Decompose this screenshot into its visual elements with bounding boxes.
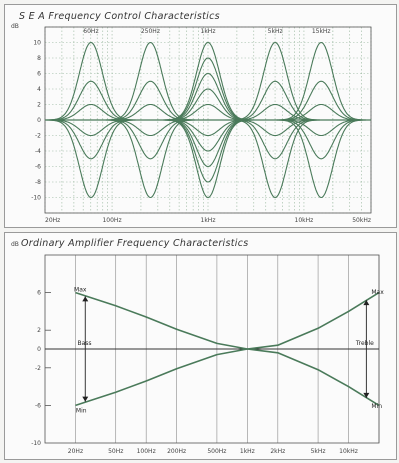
y-tick-label: 8	[37, 55, 41, 62]
y-tick-label: 6	[37, 290, 41, 297]
x-tick-label: 500Hz	[207, 448, 226, 455]
y-tick-label: -8	[35, 179, 41, 186]
y-tick-label: 2	[37, 327, 41, 334]
band-curve-60Hz	[45, 80, 144, 121]
y-tick-label: 4	[37, 86, 41, 93]
band-label: 15kHz	[312, 28, 331, 35]
band-label: 60Hz	[83, 28, 98, 35]
x-tick-label: 100Hz	[137, 448, 156, 455]
band-curve-250Hz	[97, 119, 204, 137]
max-label-left: Max	[74, 286, 87, 293]
x-tick-label: 50kHz	[352, 217, 371, 224]
min-label-right: Min	[371, 403, 382, 410]
x-tick-label: 20Hz	[68, 448, 83, 455]
x-tick-label: 1kHz	[201, 217, 216, 224]
treble-arrow-head-up	[363, 300, 370, 306]
max-label-right: Max	[371, 289, 384, 296]
treble-arrow-head-down	[363, 392, 370, 398]
y-tick-label: -2	[35, 365, 41, 372]
y-tick-label: -6	[35, 402, 41, 409]
y-tick-label: -4	[35, 148, 41, 155]
band-curve-60Hz	[45, 119, 144, 160]
y-tick-label: 0	[37, 117, 41, 124]
band-label: 1kHz	[201, 28, 216, 35]
y-axis-label: dB	[11, 241, 19, 248]
x-tick-label: 200Hz	[167, 448, 186, 455]
x-tick-label: 1kHz	[240, 448, 255, 455]
response-curve	[75, 348, 380, 407]
y-tick-label: -2	[35, 133, 41, 140]
band-curve-15kHz	[268, 119, 371, 137]
chart-title: S E A Frequency Control Characteristics	[19, 11, 220, 22]
x-tick-label: 50Hz	[108, 448, 123, 455]
chart-title: Ordinary Amplifier Frequency Characteris…	[21, 238, 248, 249]
bass-arrow-head-up	[82, 296, 89, 302]
sea-chart: S E A Frequency Control Characteristicsd…	[11, 11, 372, 224]
response-curve	[75, 291, 380, 350]
bass-label: Bass	[77, 340, 91, 347]
band-curve-5kHz	[222, 119, 328, 137]
band-curve-60Hz	[45, 119, 144, 137]
x-tick-label: 5kHz	[311, 448, 326, 455]
y-tick-label: -10	[31, 440, 41, 447]
y-tick-label: -6	[35, 164, 41, 171]
y-tick-label: 10	[33, 40, 41, 47]
treble-label: Treble	[355, 340, 374, 347]
min-label-left: Min	[76, 408, 87, 415]
ordinary-chart-panel: Ordinary Amplifier Frequency Characteris…	[4, 232, 397, 460]
band-curve-15kHz	[268, 103, 371, 121]
y-tick-label: 2	[37, 102, 41, 109]
y-axis-label: dB	[11, 23, 19, 30]
y-tick-label: 0	[37, 346, 41, 353]
x-tick-label: 2kHz	[270, 448, 285, 455]
x-tick-label: 10kHz	[295, 217, 314, 224]
bass-arrow-head-down	[82, 396, 89, 402]
ordinary-chart: Ordinary Amplifier Frequency Characteris…	[11, 238, 384, 455]
x-tick-label: 10kHz	[339, 448, 358, 455]
x-tick-label: 100Hz	[102, 217, 121, 224]
sea-chart-panel: S E A Frequency Control Characteristics d…	[4, 4, 397, 228]
y-tick-label: 6	[37, 71, 41, 78]
band-curve-15kHz	[268, 80, 371, 121]
band-label: 5kHz	[268, 28, 283, 35]
band-curve-15kHz	[268, 119, 371, 160]
band-curve-60Hz	[45, 41, 144, 121]
band-curve-60Hz	[45, 119, 144, 199]
y-tick-label: -10	[31, 195, 41, 202]
band-label: 250Hz	[141, 28, 160, 35]
x-tick-label: 20Hz	[45, 217, 60, 224]
